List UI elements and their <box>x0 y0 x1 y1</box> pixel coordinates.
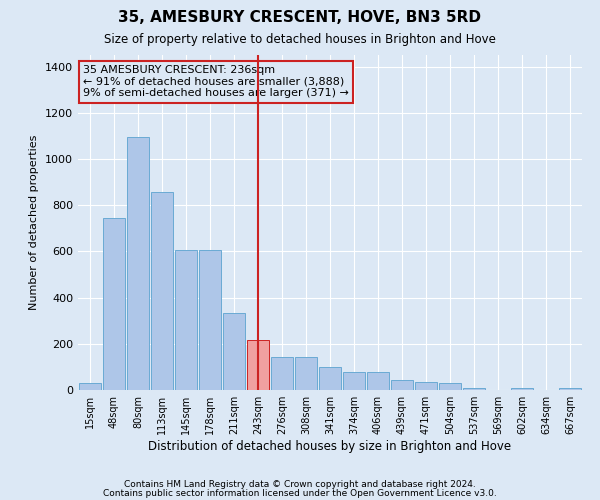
Bar <box>559 388 581 390</box>
Bar <box>127 137 149 390</box>
Bar <box>271 356 293 390</box>
Y-axis label: Number of detached properties: Number of detached properties <box>29 135 40 310</box>
Bar <box>319 367 341 390</box>
Bar <box>343 372 365 390</box>
Bar <box>439 383 461 390</box>
Text: Contains public sector information licensed under the Open Government Licence v3: Contains public sector information licen… <box>103 489 497 498</box>
Bar <box>463 388 485 390</box>
Bar <box>79 383 101 390</box>
Bar <box>247 340 269 390</box>
Bar <box>151 192 173 390</box>
Text: Contains HM Land Registry data © Crown copyright and database right 2024.: Contains HM Land Registry data © Crown c… <box>124 480 476 489</box>
Text: Size of property relative to detached houses in Brighton and Hove: Size of property relative to detached ho… <box>104 32 496 46</box>
Text: 35, AMESBURY CRESCENT, HOVE, BN3 5RD: 35, AMESBURY CRESCENT, HOVE, BN3 5RD <box>119 10 482 25</box>
Text: 35 AMESBURY CRESCENT: 236sqm
← 91% of detached houses are smaller (3,888)
9% of : 35 AMESBURY CRESCENT: 236sqm ← 91% of de… <box>83 65 349 98</box>
Bar <box>511 388 533 390</box>
Bar <box>367 372 389 390</box>
X-axis label: Distribution of detached houses by size in Brighton and Hove: Distribution of detached houses by size … <box>148 440 512 453</box>
Bar <box>391 380 413 390</box>
Bar <box>223 312 245 390</box>
Bar <box>415 382 437 390</box>
Bar <box>199 250 221 390</box>
Bar <box>175 250 197 390</box>
Bar <box>103 218 125 390</box>
Bar <box>295 356 317 390</box>
